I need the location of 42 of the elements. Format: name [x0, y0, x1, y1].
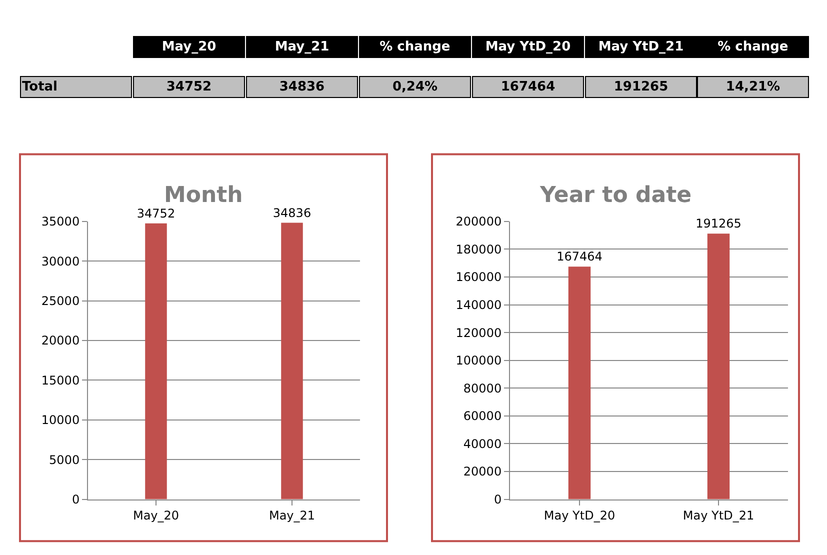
data-label: 167464	[556, 250, 602, 264]
chart-title: Year to date	[539, 183, 692, 208]
text: Total	[22, 80, 58, 94]
text: 34836	[272, 206, 312, 220]
y-tick-label: 40000	[463, 436, 502, 451]
y-tick-label: 100000	[456, 354, 502, 368]
text: 0,24%	[392, 80, 438, 94]
y-tick-label: 60000	[463, 409, 502, 424]
text: % change	[718, 40, 788, 54]
text: May YtD_21	[598, 40, 684, 54]
data-label: 34752	[166, 80, 212, 94]
data-label: 191265	[696, 216, 742, 231]
y-tick-label: 140000	[456, 298, 502, 312]
text: 167464	[500, 80, 556, 94]
text: 34752	[136, 206, 176, 220]
y-tick-label: 10000	[41, 413, 80, 428]
y-tick-label: 25000	[41, 294, 80, 308]
y-tick-label: 30000	[41, 254, 80, 268]
text: 14,21%	[726, 80, 780, 94]
text: May_20	[162, 40, 216, 54]
y-tick-label: 20000	[41, 334, 80, 348]
text: 191265	[614, 80, 668, 94]
y-tick-label: 120000	[456, 326, 502, 340]
x-tick-label: May YtD_20	[544, 508, 616, 523]
y-tick-label: 20000	[463, 464, 502, 479]
y-tick-label: 80000	[463, 381, 502, 396]
y-tick-label: 35000	[41, 214, 80, 229]
y-tick-label: 0	[494, 492, 502, 506]
text: % change	[380, 40, 450, 54]
y-tick-label: 15000	[41, 373, 80, 388]
text: May YtD_20	[485, 40, 571, 54]
y-tick-label: 5000	[49, 452, 80, 467]
text: May_21	[274, 40, 330, 54]
y-tick-label: 0	[72, 492, 80, 506]
x-tick-label: May_20	[132, 508, 180, 523]
x-tick-label: May_21	[268, 508, 316, 523]
data-label: 34836	[279, 80, 325, 94]
y-tick-label: 180000	[456, 242, 502, 256]
y-tick-label: 160000	[456, 270, 502, 284]
x-tick-label: May YtD_21	[682, 508, 754, 523]
y-tick-label: 200000	[456, 214, 502, 229]
chart-title: Month	[164, 183, 243, 208]
